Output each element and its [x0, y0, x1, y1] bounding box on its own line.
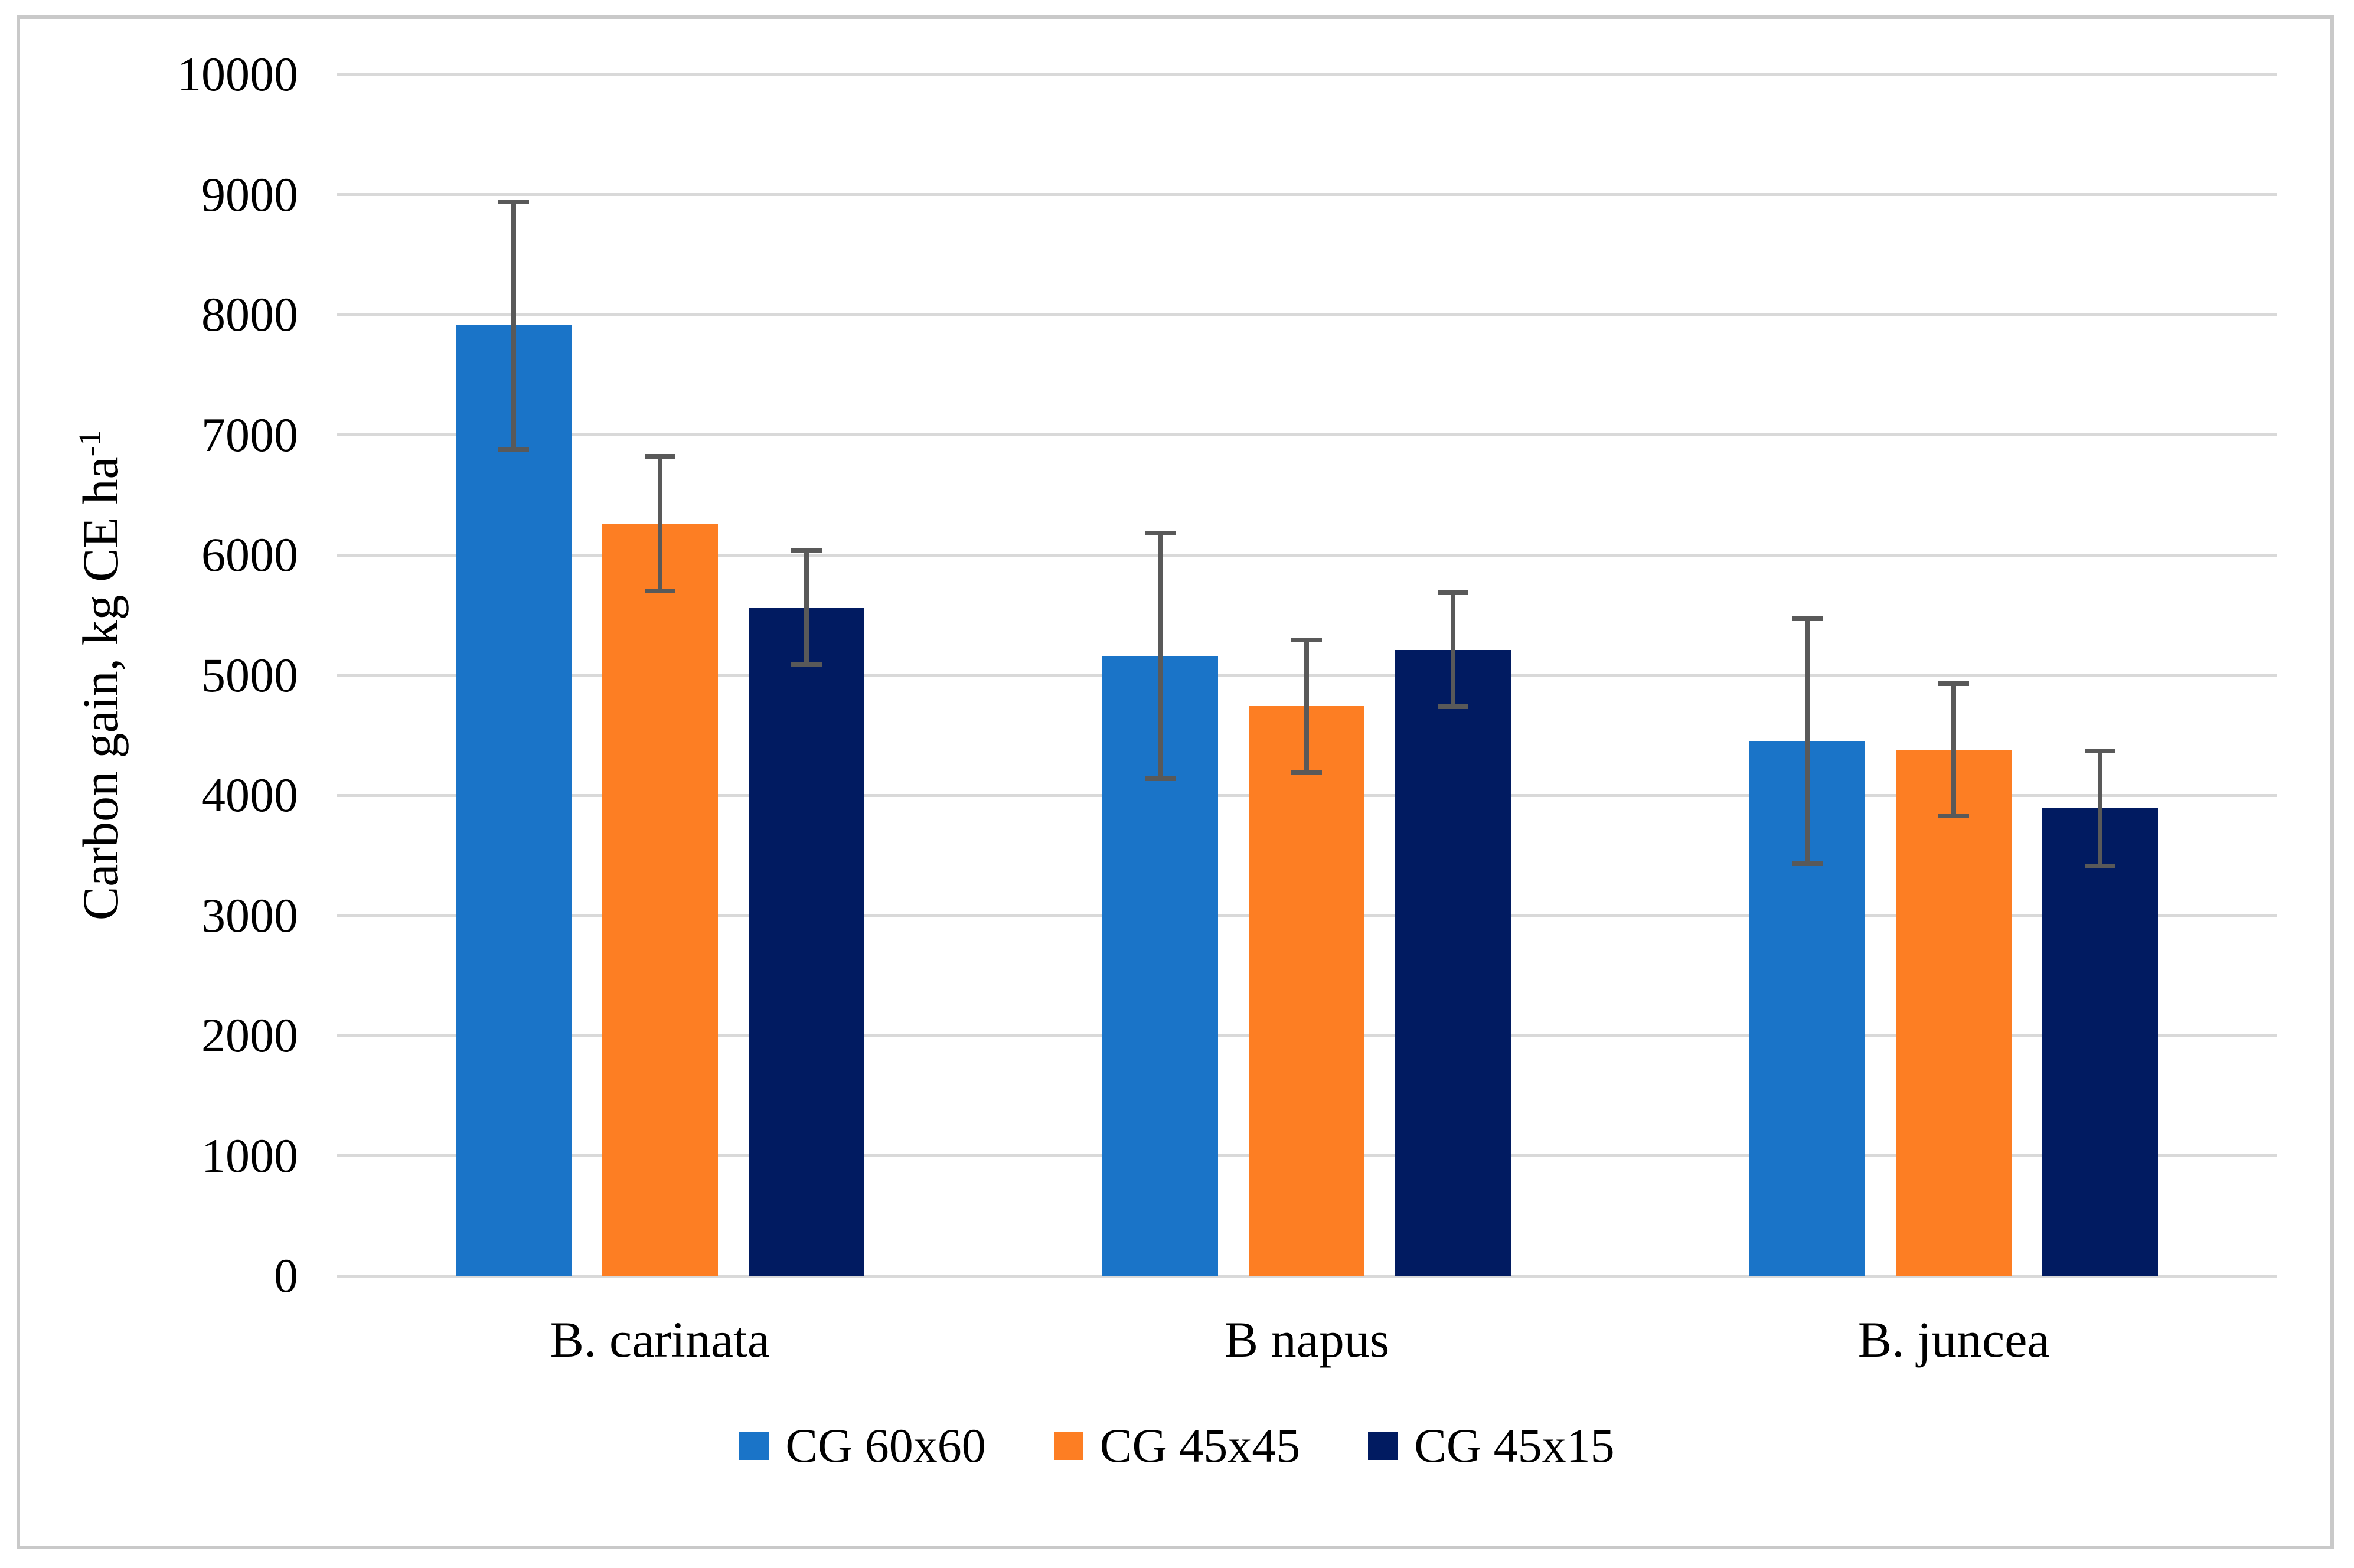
error-bar-line	[2098, 748, 2103, 869]
x-axis-category-labels: B. carinata B napus B. juncea	[337, 1309, 2277, 1370]
legend-marker-swatch	[739, 1432, 769, 1460]
error-bar-cap-top	[1938, 681, 1970, 686]
bar-group	[1630, 74, 2277, 1276]
error-bar-cap-top	[1438, 590, 1469, 596]
y-axis-tick-label: 3000	[201, 888, 298, 942]
y-axis-tick-label: 7000	[201, 407, 298, 462]
error-bar-line	[511, 199, 516, 452]
legend-item: CG 60x60	[739, 1419, 986, 1472]
y-axis-tick-label: 10000	[177, 47, 298, 101]
error-bar-cap-top	[498, 199, 529, 204]
gridline	[337, 433, 2277, 436]
gridline	[337, 313, 2277, 316]
bar	[1896, 749, 2012, 1276]
error-bar-line	[1451, 590, 1456, 710]
y-axis-tick-label: 2000	[201, 1008, 298, 1062]
y-axis-tick-label: 9000	[201, 167, 298, 221]
legend-marker-swatch	[1368, 1432, 1398, 1460]
error-bar-line	[1951, 681, 1957, 818]
error-bar	[644, 454, 675, 594]
error-bar-cap-bottom	[1145, 776, 1176, 781]
legend-item: CG 45x15	[1368, 1419, 1615, 1472]
error-bar-line	[1805, 616, 1810, 867]
error-bar-cap-top	[1792, 616, 1823, 621]
error-bar-cap-top	[791, 548, 822, 553]
x-axis-category-label: B napus	[1224, 1311, 1390, 1368]
y-axis-tick-label: 6000	[201, 528, 298, 582]
bar	[1249, 706, 1365, 1276]
error-bar	[1291, 638, 1323, 775]
bar-group	[984, 74, 1631, 1276]
y-axis-tick-label: 5000	[201, 648, 298, 702]
error-bar-cap-top	[1145, 531, 1176, 536]
legend-marker-swatch	[1053, 1432, 1083, 1460]
error-bar	[2085, 748, 2116, 869]
y-axis-tick-label: 0	[274, 1249, 298, 1302]
bar	[2042, 808, 2159, 1276]
y-axis-tick-label: 8000	[201, 288, 298, 341]
legend-item: CG 45x45	[1053, 1419, 1301, 1472]
error-bar-cap-top	[644, 454, 675, 459]
error-bar-cap-bottom	[1938, 813, 1970, 818]
y-axis-tick-labels: 0 1000 2000 3000 4000 5000 6000 7000 8000 9000 100…	[0, 47, 298, 1302]
legend-label: CG 45x45	[1099, 1419, 1301, 1472]
error-bar-cap-top	[1291, 638, 1323, 643]
plot-area	[337, 73, 2277, 1278]
gridline	[337, 73, 2277, 76]
error-bar-line	[804, 548, 809, 668]
error-bar-cap-top	[2085, 748, 2116, 753]
error-bar-cap-bottom	[1291, 770, 1323, 775]
error-bar	[1145, 531, 1176, 781]
legend-label: CG 60x60	[785, 1419, 986, 1472]
x-axis-category-label: B. carinata	[550, 1311, 770, 1368]
error-bar	[498, 199, 529, 452]
error-bar	[791, 548, 822, 668]
error-bar-cap-bottom	[1438, 704, 1469, 710]
error-bar-cap-bottom	[2085, 864, 2116, 869]
error-bar-line	[1158, 531, 1163, 781]
bar	[748, 607, 864, 1276]
error-bar	[1792, 616, 1823, 867]
bar-group	[337, 74, 984, 1276]
bar	[602, 524, 718, 1276]
error-bar-cap-bottom	[791, 662, 822, 668]
bar	[455, 325, 572, 1276]
legend-label: CG 45x15	[1414, 1419, 1615, 1472]
bar	[1395, 649, 1511, 1276]
error-bar-line	[1304, 638, 1310, 775]
error-bar-cap-bottom	[1792, 861, 1823, 867]
error-bar-line	[657, 454, 662, 594]
error-bar-cap-bottom	[644, 589, 675, 594]
gridline	[337, 553, 2277, 557]
x-axis-category-label: B. juncea	[1857, 1311, 2050, 1368]
legend: CG 60x60 CG 45x45 CG 45x15	[0, 1422, 2354, 1470]
error-bar	[1438, 590, 1469, 710]
y-axis-tick-label: 1000	[201, 1128, 298, 1182]
error-bar-cap-bottom	[498, 446, 529, 452]
gridline	[337, 1274, 2277, 1278]
gridline	[337, 193, 2277, 196]
y-axis-tick-label: 4000	[201, 768, 298, 822]
error-bar	[1938, 681, 1970, 818]
